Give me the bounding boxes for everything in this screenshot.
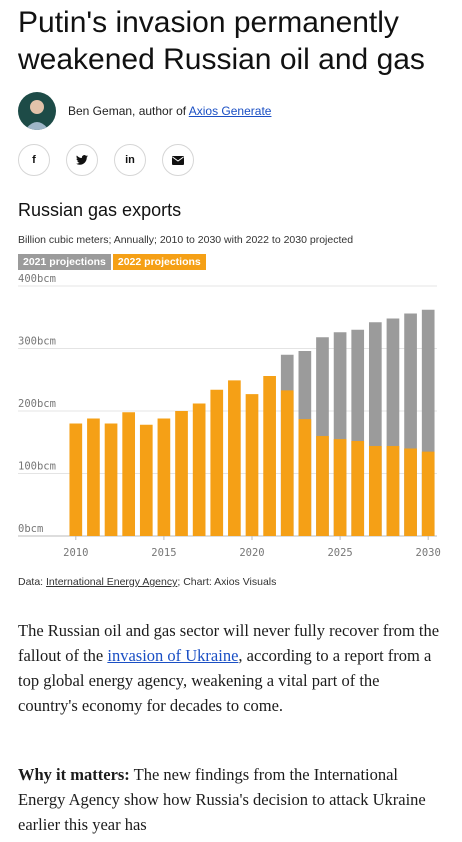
chart-title: Russian gas exports (18, 200, 182, 220)
bar-2022-projection (404, 448, 417, 536)
bar-2022-projection (192, 403, 206, 536)
y-tick-label: 0bcm (18, 523, 43, 535)
bar-2022-projection (333, 439, 347, 536)
author-avatar[interactable] (18, 92, 56, 130)
bar-2022-projection (351, 441, 365, 536)
chart-source: Data: International Energy Agency; Chart… (18, 576, 276, 588)
paragraph-2-text: The new findings from the International … (18, 765, 426, 834)
twitter-share-button[interactable] (66, 144, 98, 176)
legend-2021-projections: 2021 projections (18, 254, 111, 270)
bar-2022-projection (104, 423, 118, 536)
byline: Ben Geman, author of Axios Generate (18, 92, 271, 130)
article-headline: Putin's invasion permanently weakened Ru… (18, 6, 425, 76)
share-bar: f in (18, 144, 194, 176)
bar-2022-projection (421, 451, 435, 536)
y-tick-label: 300bcm (18, 336, 56, 348)
y-tick-label: 400bcm (18, 273, 56, 285)
legend-2022-projections: 2022 projections (112, 254, 206, 270)
source-prefix: Data: (18, 576, 47, 588)
bar-2022-projection (210, 389, 224, 536)
bar-2022-projection (175, 411, 188, 536)
source-suffix: ; Chart: Axios Visuals (177, 576, 277, 588)
bar-2022-projection (280, 390, 294, 536)
y-tick-label: 200bcm (18, 398, 56, 410)
why-it-matters-label: Why it matters: (18, 765, 130, 784)
bar-2022-projection (263, 376, 276, 536)
chart-subtitle: Billion cubic meters; Annually; 2010 to … (18, 234, 354, 246)
chart-legend: 2021 projections 2022 projections (18, 254, 206, 270)
article-paragraph-2: Why it matters: The new findings from th… (18, 762, 442, 837)
y-tick-label: 100bcm (18, 461, 56, 473)
bar-2022-projection (87, 418, 100, 536)
x-tick-label: 2030 (416, 547, 441, 559)
twitter-icon (76, 155, 88, 165)
bar-2022-projection (386, 446, 400, 536)
x-tick-label: 2015 (151, 547, 176, 559)
bar-2022-projection (245, 394, 259, 536)
x-tick-label: 2010 (63, 547, 88, 559)
x-tick-label: 2025 (327, 547, 352, 559)
article-paragraph-1: The Russian oil and gas sector will neve… (18, 618, 442, 718)
bar-2022-projection (316, 436, 329, 536)
email-share-button[interactable] (162, 144, 194, 176)
bar-2022-projection (139, 424, 153, 536)
x-tick-label: 2020 (239, 547, 264, 559)
bar-2022-projection (157, 418, 171, 536)
facebook-icon: f (32, 154, 36, 166)
byline-text: Ben Geman, author of Axios Generate (68, 104, 271, 118)
newsletter-link[interactable]: Axios Generate (188, 104, 272, 118)
gas-exports-chart: 0bcm 100bcm 200bcm 300bcm 400bcm 2010 2015 2020… (18, 273, 441, 559)
email-icon (172, 155, 184, 165)
paragraph-1-text-b: , according to a report from a top globa… (18, 646, 432, 715)
facebook-share-button[interactable]: f (18, 144, 50, 176)
bar-2022-projection (122, 412, 136, 536)
paragraph-1-text-a: The Russian oil and gas sector will neve… (18, 621, 440, 665)
bar-2022-projection (228, 380, 241, 536)
bar-2022-projection (298, 419, 312, 536)
linkedin-icon: in (125, 154, 135, 166)
linkedin-share-button[interactable]: in (114, 144, 146, 176)
bar-2022-projection (69, 423, 83, 536)
author-name: Ben Geman, author of (68, 104, 189, 118)
author-photo-icon (25, 100, 49, 130)
bar-2022-projection (368, 446, 382, 536)
invasion-link[interactable]: invasion of Ukraine (107, 646, 239, 665)
source-link[interactable]: International Energy Agency (46, 576, 178, 588)
